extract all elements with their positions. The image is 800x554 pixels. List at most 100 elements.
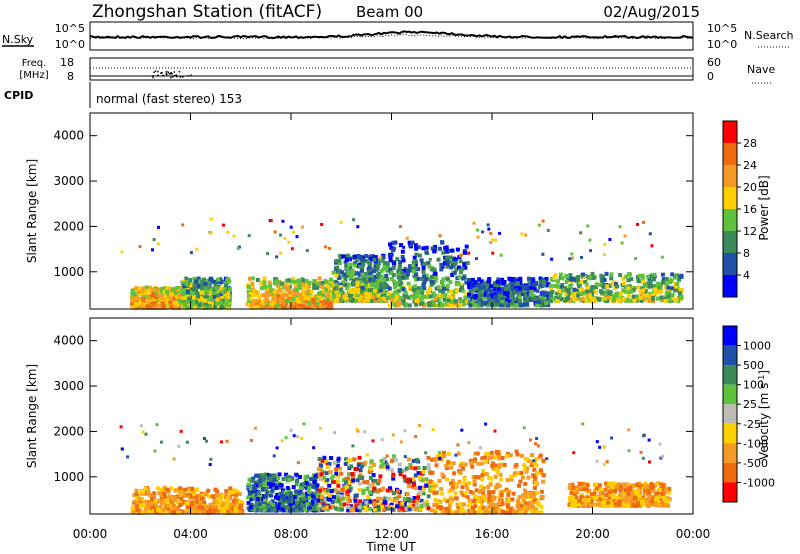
range-gate-cell xyxy=(344,480,348,484)
range-gate-cell xyxy=(156,507,160,512)
range-gate-cell xyxy=(593,502,597,507)
range-gate-cell xyxy=(320,486,325,491)
range-gate-cell xyxy=(175,301,180,306)
freq-left-tick-bottom: 8 xyxy=(67,70,74,83)
range-gate-cell xyxy=(408,284,412,289)
range-gate-cell xyxy=(366,298,371,303)
range-gate-cell xyxy=(433,278,438,283)
range-gate-cell xyxy=(525,286,529,291)
range-gate-cell xyxy=(531,277,536,282)
range-gate-cell xyxy=(623,285,628,290)
range-gate-cell xyxy=(426,295,430,300)
range-gate-cell xyxy=(392,298,397,303)
range-gate-cell xyxy=(413,486,418,491)
range-gate-cell xyxy=(236,510,240,515)
range-gate-cell xyxy=(363,283,368,288)
range-gate-cell xyxy=(285,287,289,292)
range-gate-cell xyxy=(563,286,567,291)
range-gate-cell xyxy=(349,290,354,294)
range-gate-cell xyxy=(389,245,394,250)
range-gate-cell xyxy=(538,468,543,473)
nave-dip-point xyxy=(170,76,172,79)
range-gate-cell xyxy=(346,282,351,287)
range-gate-cell xyxy=(353,298,358,303)
range-gate-cell xyxy=(307,300,312,305)
scatter-cell xyxy=(305,249,309,253)
range-gate-cell xyxy=(400,506,405,511)
range-gate-cell xyxy=(233,493,238,498)
range-gate-cell xyxy=(602,278,607,282)
range-gate-cell xyxy=(212,304,217,309)
range-gate-cell xyxy=(362,480,367,485)
range-gate-cell xyxy=(433,502,438,507)
range-gate-cell xyxy=(612,298,617,302)
range-gate-cell xyxy=(467,285,472,290)
range-gate-cell xyxy=(663,296,668,301)
range-gate-cell xyxy=(544,301,549,306)
range-gate-cell xyxy=(468,289,473,294)
range-gate-cell xyxy=(309,289,314,294)
range-gate-cell xyxy=(471,475,476,480)
range-gate-cell xyxy=(411,260,416,265)
range-gate-cell xyxy=(249,497,254,502)
range-gate-cell xyxy=(491,497,496,502)
range-gate-cell xyxy=(443,255,448,260)
range-gate-cell xyxy=(605,288,610,293)
range-gate-cell xyxy=(373,255,378,260)
range-gate-cell xyxy=(356,287,361,292)
range-gate-cell xyxy=(218,498,223,503)
range-gate-cell xyxy=(588,295,593,300)
range-gate-cell xyxy=(627,272,632,277)
range-gate-cell xyxy=(380,285,385,290)
range-gate-cell xyxy=(484,498,489,503)
range-gate-cell xyxy=(334,488,339,493)
range-gate-cell xyxy=(356,463,361,467)
range-gate-cell xyxy=(498,508,503,513)
range-gate-cell xyxy=(196,276,201,281)
range-gate-cell xyxy=(401,298,406,303)
range-gate-cell xyxy=(453,299,458,304)
range-gate-cell xyxy=(322,476,327,480)
range-gate-cell xyxy=(670,292,675,297)
range-gate-cell xyxy=(419,498,424,503)
range-gate-cell xyxy=(455,288,460,293)
range-gate-cell xyxy=(284,508,289,513)
range-gate-cell xyxy=(552,276,557,280)
range-gate-cell xyxy=(269,288,274,293)
range-gate-cell xyxy=(376,271,381,276)
range-gate-cell xyxy=(250,493,255,498)
nave-dip-point xyxy=(170,72,172,74)
range-gate-cell xyxy=(298,303,303,308)
range-gate-cell xyxy=(215,297,220,302)
range-gate-cell xyxy=(254,500,259,505)
range-gate-cell xyxy=(666,298,671,303)
range-gate-cell xyxy=(157,305,162,310)
range-gate-cell xyxy=(377,284,382,289)
range-gate-cell xyxy=(491,490,496,494)
colorbar-segment xyxy=(723,165,737,187)
scatter-cell xyxy=(546,228,550,232)
range-gate-cell xyxy=(334,273,339,278)
range-gate-cell xyxy=(218,292,223,297)
range-gate-cell xyxy=(171,291,176,296)
range-gate-cell xyxy=(334,471,339,476)
range-gate-cell xyxy=(486,295,491,300)
range-gate-cell xyxy=(419,296,424,301)
range-gate-cell xyxy=(376,258,380,263)
range-gate-cell xyxy=(590,271,595,276)
range-gate-cell xyxy=(434,463,439,468)
range-gate-cell xyxy=(299,482,304,487)
range-gate-cell xyxy=(280,290,285,295)
range-gate-cell xyxy=(663,298,668,303)
range-gate-cell xyxy=(438,246,442,251)
range-gate-cell xyxy=(216,497,221,502)
range-gate-cell xyxy=(555,283,560,288)
range-gate-cell xyxy=(152,491,157,496)
range-gate-cell xyxy=(251,476,256,481)
range-gate-cell xyxy=(505,303,510,308)
range-gate-cell xyxy=(542,295,547,300)
range-gate-cell xyxy=(388,255,393,260)
nave-dip-point xyxy=(157,74,159,76)
range-gate-cell xyxy=(481,505,486,510)
range-gate-cell xyxy=(331,495,336,500)
